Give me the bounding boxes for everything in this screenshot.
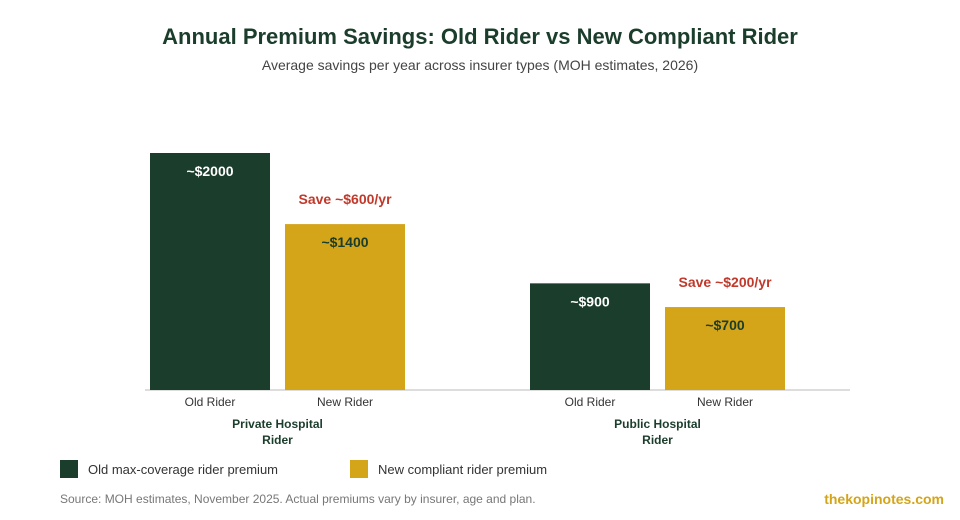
savings-annotation: Save ~$600/yr	[298, 191, 392, 207]
savings-annotation: Save ~$200/yr	[678, 274, 772, 290]
bar-new-1	[665, 307, 785, 390]
bar-value-label: ~$1400	[321, 234, 368, 250]
group-label: Rider	[642, 433, 673, 447]
legend-label-old: Old max-coverage rider premium	[88, 461, 279, 477]
chart-subtitle: Average savings per year across insurer …	[261, 57, 699, 73]
bar-value-label: ~$700	[705, 317, 745, 333]
legend-swatch-new	[350, 460, 368, 478]
bar-old-0	[150, 153, 270, 390]
brand-logo-text[interactable]: thekopinotes.com	[824, 491, 944, 507]
bar-chart: ~$2000 Old Rider ~$1400 New Rider Save ~$600…	[145, 153, 850, 447]
source-note: Source: MOH estimates, November 2025. Ac…	[60, 492, 536, 506]
chart-title: Annual Premium Savings: Old Rider vs New…	[162, 24, 798, 49]
bar-new-0	[285, 224, 405, 390]
x-tick-label: Old Rider	[565, 395, 616, 409]
legend-swatch-old	[60, 460, 78, 478]
legend-item-old: Old max-coverage rider premium	[60, 460, 278, 478]
legend-item-new: New compliant rider premium	[350, 460, 547, 478]
x-tick-label: New Rider	[697, 395, 753, 409]
x-tick-label: New Rider	[317, 395, 373, 409]
bar-value-label: ~$900	[570, 293, 610, 309]
bar-value-label: ~$2000	[186, 163, 233, 179]
group-label: Rider	[262, 433, 293, 447]
group-label: Public Hospital	[614, 417, 701, 431]
group-label: Private Hospital	[232, 417, 323, 431]
x-tick-label: Old Rider	[185, 395, 236, 409]
bar-old-1	[530, 283, 650, 390]
legend-label-new: New compliant rider premium	[378, 461, 548, 477]
